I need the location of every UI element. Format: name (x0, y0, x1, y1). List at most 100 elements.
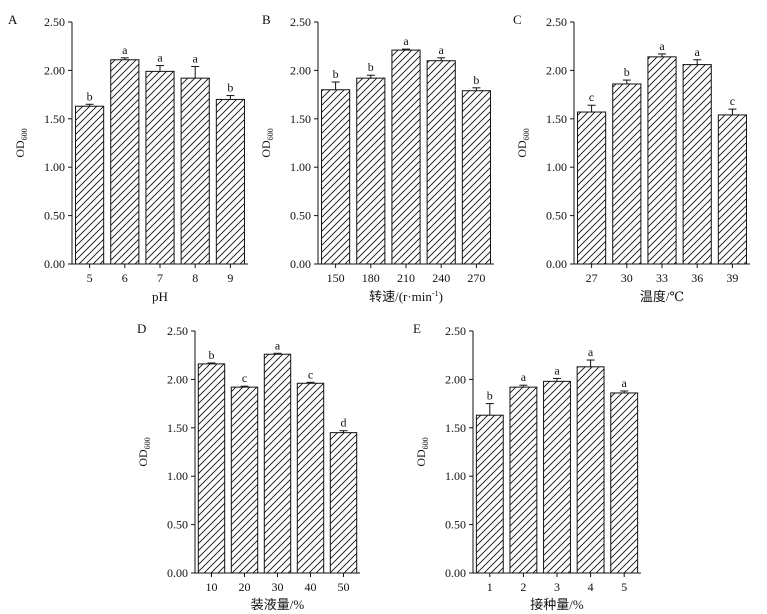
chart-e-ytick-label: 0.50 (445, 518, 466, 532)
chart-a-bar (215, 98, 245, 265)
chart-e-significance-label: a (554, 363, 560, 377)
chart-b-significance-label: a (439, 43, 445, 57)
chart-c-xtick-label: 27 (586, 271, 598, 285)
chart-c-ytick-label: 0.00 (546, 257, 567, 271)
chart-b-xtick-label: 180 (362, 271, 380, 285)
chart-d-ytick-label: 0.50 (167, 518, 188, 532)
chart-d-xtick-label: 20 (239, 580, 251, 594)
chart-c-xtick-label: 30 (621, 271, 633, 285)
chart-e-xtick-label: 3 (554, 580, 560, 594)
chart-a-y-axis-label-subscript: 600 (20, 128, 29, 140)
chart-e-significance-label: b (487, 389, 493, 403)
chart-d-panel-label: D (137, 321, 146, 336)
chart-b-bar (321, 89, 351, 265)
chart-b-ytick-label: 1.50 (290, 112, 311, 126)
chart-a-significance-label: b (87, 89, 93, 103)
chart-c-ytick-label: 1.00 (546, 160, 567, 174)
chart-a-significance-label: b (227, 81, 233, 95)
chart-d-ytick-label: 1.50 (167, 421, 188, 435)
chart-b-x-axis-label: 转速/(r·min-1) (369, 289, 443, 304)
chart-e-bar (509, 386, 538, 574)
chart-a-y-axis-label: OD600 (13, 128, 29, 157)
chart-a-xtick-label: 9 (227, 271, 233, 285)
chart-e-ytick-label: 1.50 (445, 421, 466, 435)
chart-c-bar (647, 56, 677, 265)
chart-a-significance-label: a (157, 51, 163, 65)
chart-c-ytick-label: 1.50 (546, 112, 567, 126)
chart-a-bar (180, 77, 210, 265)
chart-c-x-axis-label: 温度/℃ (640, 289, 684, 304)
chart-b-x-axis-label-superscript: -1 (432, 289, 439, 298)
chart-e-ytick-label: 2.00 (445, 372, 466, 386)
chart-c-panel-label: C (513, 12, 522, 27)
chart-d-bar (329, 432, 358, 574)
chart-b-ytick-label: 0.00 (290, 257, 311, 271)
chart-d-bar (263, 353, 292, 574)
chart-d-panel: D 0.00 0.50 1.00 1.50 2.00 2.50 b 10 c 20 a 30 c 40 d 50… (136, 321, 360, 612)
chart-b-significance-label: a (403, 34, 409, 48)
chart-c-ytick-label: 2.50 (546, 15, 567, 29)
chart-e-bar (576, 366, 605, 574)
chart-c-xtick-label: 39 (726, 271, 738, 285)
chart-b-ytick-label: 1.00 (290, 160, 311, 174)
chart-d-ytick-label: 0.00 (167, 566, 188, 580)
chart-a-panel-label: A (8, 12, 18, 27)
chart-c-bar (682, 64, 712, 265)
chart-e-xtick-label: 1 (487, 580, 493, 594)
chart-d-bar (296, 382, 325, 574)
chart-d-bar (197, 363, 226, 574)
chart-b-bar (426, 60, 456, 265)
chart-a-xtick-label: 5 (87, 271, 93, 285)
chart-a-bar (145, 70, 175, 265)
chart-e-significance-label: a (521, 370, 527, 384)
chart-d-significance-label: a (275, 338, 281, 352)
chart-a-xtick-label: 6 (122, 271, 128, 285)
chart-e-xtick-label: 5 (621, 580, 627, 594)
chart-a-xtick-label: 7 (157, 271, 163, 285)
chart-b-panel-label: B (262, 12, 271, 27)
chart-d-ytick-label: 1.00 (167, 469, 188, 483)
chart-d-y-axis-label-subscript: 600 (143, 437, 152, 449)
chart-a-significance-label: a (122, 43, 128, 57)
chart-c-significance-label: a (659, 39, 665, 53)
chart-e-xtick-label: 2 (520, 580, 526, 594)
chart-d-x-axis-label: 装液量/% (251, 597, 305, 612)
chart-b-significance-label: b (368, 60, 374, 74)
chart-d-ytick-label: 2.00 (167, 372, 188, 386)
chart-a-ytick-label: 2.00 (44, 63, 65, 77)
chart-c-bar (577, 111, 607, 265)
chart-c-ytick-label: 2.00 (546, 63, 567, 77)
chart-e-ytick-label: 1.00 (445, 469, 466, 483)
chart-d-ytick-label: 2.50 (167, 324, 188, 338)
chart-d-y-axis-label: OD600 (136, 437, 152, 466)
chart-e-ytick-label: 2.50 (445, 324, 466, 338)
chart-b-significance-label: b (333, 67, 339, 81)
chart-b-bar (391, 49, 421, 265)
chart-c-y-axis-label-subscript: 600 (522, 128, 531, 140)
chart-a-x-axis-label: pH (152, 289, 168, 304)
chart-b-xtick-label: 210 (397, 271, 415, 285)
chart-c-xtick-label: 36 (691, 271, 703, 285)
chart-e-ytick-label: 0.00 (445, 566, 466, 580)
chart-b-ytick-label: 2.50 (290, 15, 311, 29)
chart-d-xtick-label: 10 (206, 580, 218, 594)
chart-c-bar (612, 83, 642, 265)
chart-d-significance-label: c (308, 367, 313, 381)
chart-e-x-axis-label: 接种量/% (530, 597, 584, 612)
chart-b-significance-label: b (473, 73, 479, 87)
chart-e-significance-label: a (588, 345, 594, 359)
chart-e-y-axis-label: OD600 (414, 437, 430, 466)
chart-e-bar (543, 380, 571, 574)
chart-a-bar (110, 59, 140, 265)
chart-e-y-axis-label-subscript: 600 (421, 437, 430, 449)
chart-b-xtick-label: 270 (467, 271, 485, 285)
chart-a-bar (75, 105, 105, 265)
chart-b-xtick-label: 240 (432, 271, 450, 285)
chart-d-bar (230, 386, 259, 574)
chart-e-panel: E 0.00 0.50 1.00 1.50 2.00 2.50 b 1 a 2 a 3 a 4 a 5 OD600… (413, 321, 641, 612)
chart-e-panel-label: E (413, 321, 421, 336)
chart-d-xtick-label: 30 (272, 580, 284, 594)
chart-d-significance-label: d (341, 416, 347, 430)
chart-a-ytick-label: 0.00 (44, 257, 65, 271)
